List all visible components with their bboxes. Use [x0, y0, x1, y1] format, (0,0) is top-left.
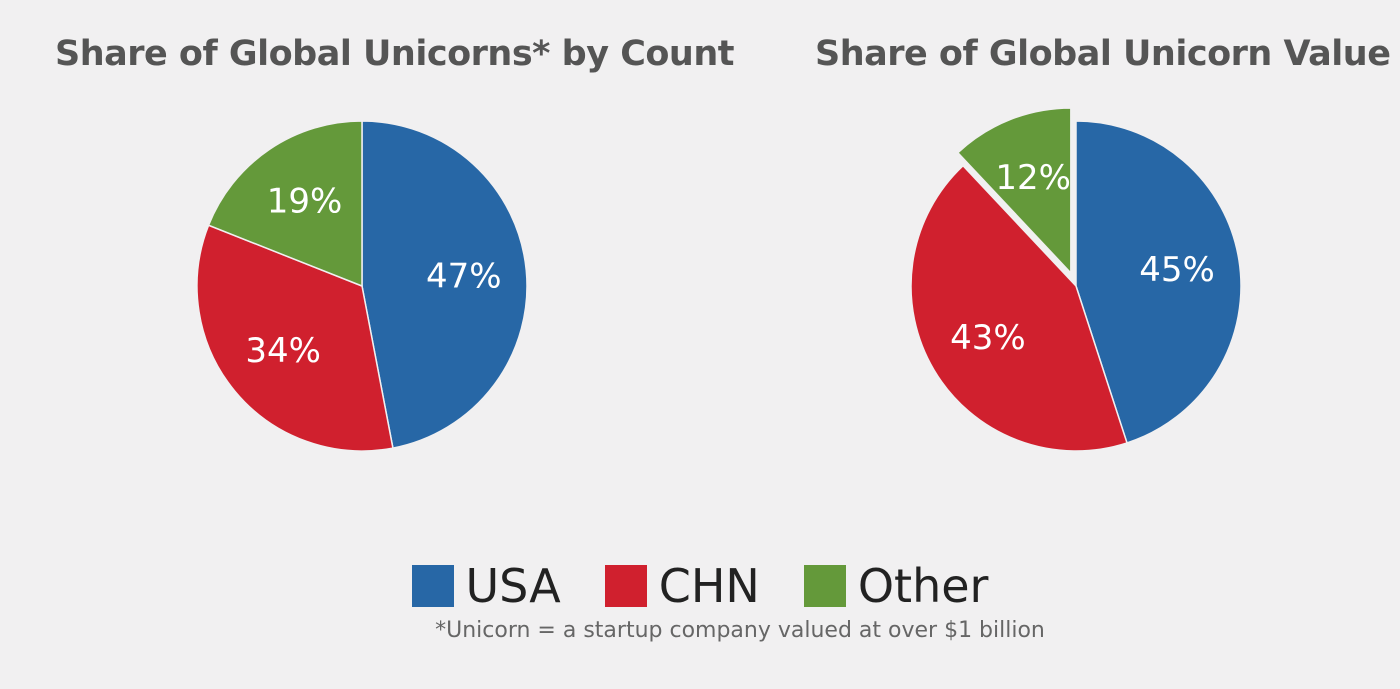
pie-slice-usa [1075, 120, 1242, 444]
pie-label-other: 19% [267, 181, 343, 221]
pie-chart-1: 47% 34% 19% [196, 120, 528, 452]
legend-swatch-other [803, 565, 846, 607]
pie-slice-chn [910, 164, 1128, 452]
pie-label-chn: 43% [950, 318, 1026, 358]
legend-item-usa: USA [411, 556, 561, 616]
pie-label-usa: 47% [426, 256, 502, 296]
pie-slice-usa [361, 120, 528, 449]
pie-label-chn: 34% [245, 331, 321, 371]
legend: USA CHN Other [0, 556, 1400, 616]
chart-title-count: Share of Global Unicorns* by Count [55, 34, 734, 74]
chart-title-value: Share of Global Unicorn Value [815, 34, 1391, 74]
pie-slice-other [956, 107, 1072, 275]
legend-item-chn: CHN [604, 556, 760, 616]
pie-label-usa: 45% [1139, 250, 1215, 290]
pie-chart-2: 45% 43% 12% [910, 107, 1242, 452]
legend-label-chn: CHN [658, 559, 760, 613]
legend-swatch-chn [604, 565, 647, 607]
legend-swatch-usa [411, 565, 454, 607]
legend-label-other: Other [857, 559, 989, 613]
footnote: *Unicorn = a startup company valued at o… [435, 618, 1045, 643]
pie-label-other: 12% [995, 158, 1071, 198]
pie-slice-chn [196, 224, 394, 452]
legend-label-usa: USA [465, 559, 561, 613]
legend-item-other: Other [803, 556, 989, 616]
pie-slice-other [207, 120, 363, 288]
